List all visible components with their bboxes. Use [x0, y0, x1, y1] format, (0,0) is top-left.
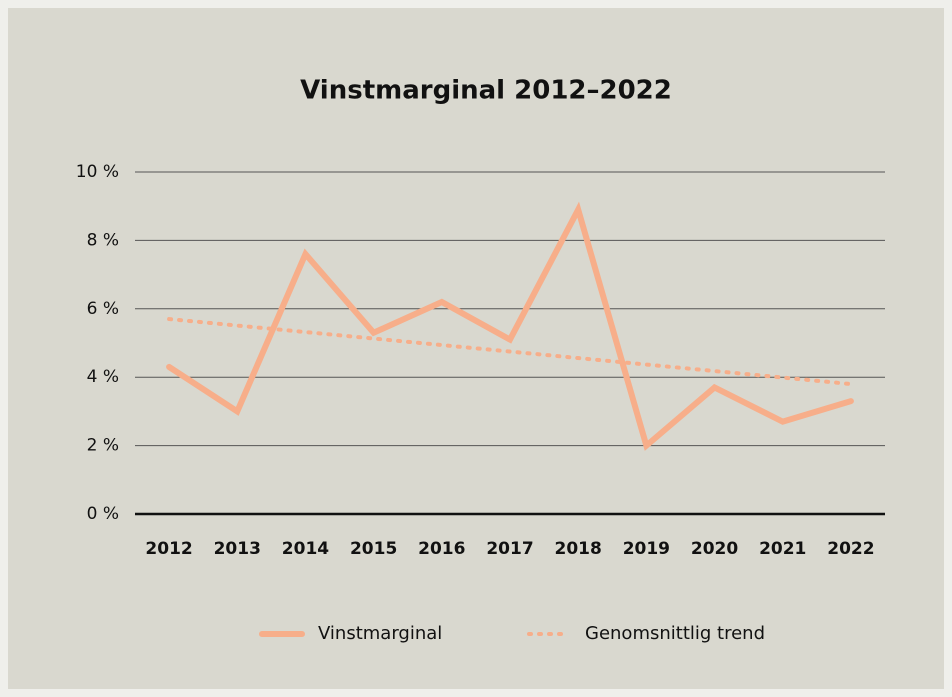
x-tick-label: 2018	[555, 539, 602, 559]
y-tick-label: 6 %	[87, 299, 119, 319]
legend-label: Vinstmarginal	[318, 623, 442, 644]
x-tick-label: 2020	[691, 539, 738, 559]
x-tick-label: 2015	[350, 539, 397, 559]
x-tick-label: 2019	[623, 539, 670, 559]
y-tick-label: 8 %	[87, 230, 119, 250]
x-tick-label: 2014	[282, 539, 329, 559]
x-tick-label: 2012	[145, 539, 192, 559]
x-tick-label: 2021	[759, 539, 806, 559]
y-tick-label: 10 %	[76, 162, 119, 182]
y-tick-label: 0 %	[87, 504, 119, 524]
y-tick-label: 4 %	[87, 367, 119, 387]
x-tick-label: 2022	[827, 539, 874, 559]
trend-line	[167, 317, 853, 387]
legend-label: Genomsnittlig trend	[585, 623, 765, 644]
data-line	[166, 201, 854, 451]
x-tick-label: 2017	[486, 539, 533, 559]
y-tick-label: 2 %	[87, 436, 119, 456]
x-tick-label: 2016	[418, 539, 465, 559]
chart-title: Vinstmarginal 2012–2022	[300, 76, 672, 106]
x-tick-label: 2013	[214, 539, 261, 559]
